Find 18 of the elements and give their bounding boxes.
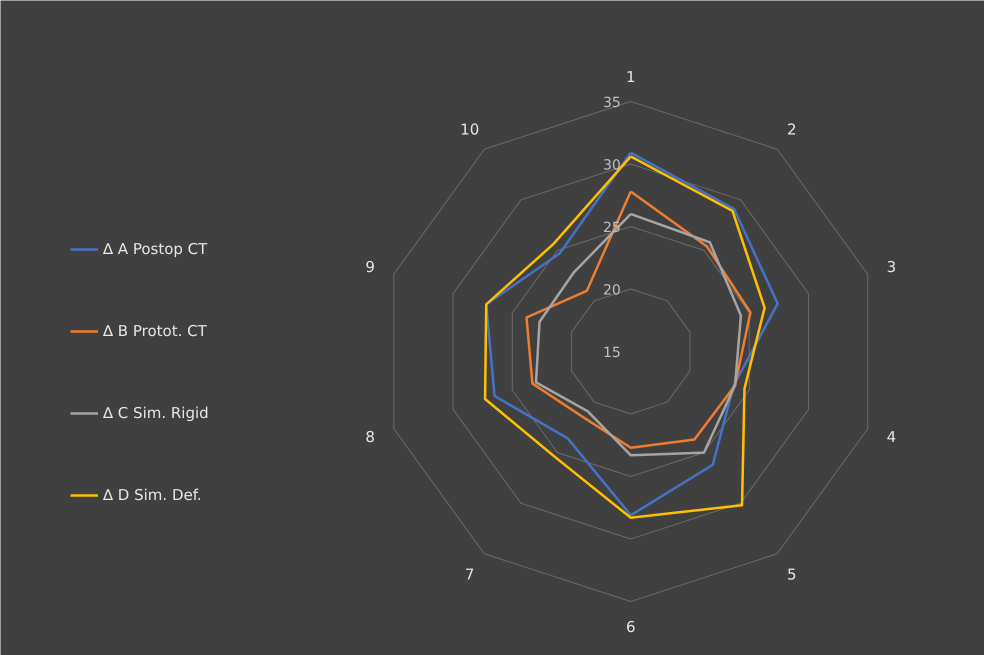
spoke-label: 7 xyxy=(464,565,474,584)
y-tick-label: 20 xyxy=(602,282,621,298)
y-tick-label: 15 xyxy=(602,345,621,361)
legend-label: ∆ D Sim. Def. xyxy=(103,486,202,504)
legend-label: ∆ B Protot. CT xyxy=(103,322,207,340)
spoke-label: 1 xyxy=(626,68,636,86)
legend-label: ∆ A Postop CT xyxy=(103,240,208,258)
spoke-label: 3 xyxy=(886,258,896,276)
spoke-label: 6 xyxy=(626,618,636,636)
spoke-label: 8 xyxy=(365,428,375,446)
spoke-label: 4 xyxy=(886,428,896,446)
spoke-label: 9 xyxy=(365,258,375,276)
y-tick-label: 35 xyxy=(602,95,621,111)
legend-label: ∆ C Sim. Rigid xyxy=(103,404,209,422)
spoke-label: 10 xyxy=(460,120,480,139)
spoke-label: 5 xyxy=(787,565,797,584)
spoke-label: 2 xyxy=(787,120,797,139)
y-tick-label: 30 xyxy=(602,158,621,174)
